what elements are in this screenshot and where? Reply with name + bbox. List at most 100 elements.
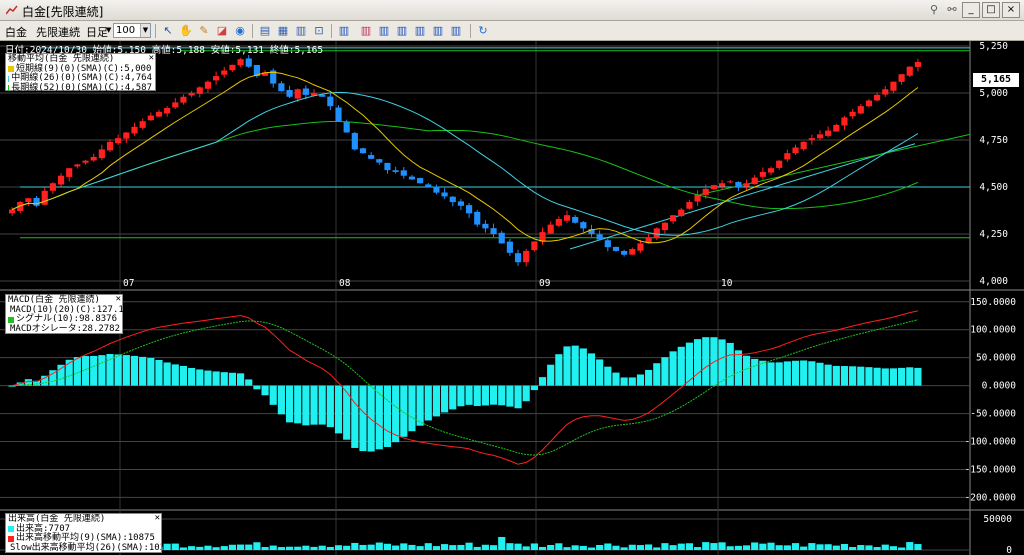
macd-osc-bar [310,385,318,425]
close-icon[interactable]: ✕ [115,294,121,304]
volume-bar [579,545,587,550]
ma-mid-line [11,91,919,236]
window-icon[interactable]: ▤ [259,24,271,37]
candle-body [172,102,179,108]
candle-body [155,111,163,117]
scale-icon[interactable]: ▥ [295,24,307,37]
candle-body [825,130,832,136]
minimize-button[interactable]: _ [962,2,980,18]
maximize-button[interactable]: □ [982,2,1000,18]
macd-osc-bar [383,385,392,447]
candle-body [596,234,603,240]
candle-body [359,148,367,154]
macd-osc-bar [759,360,767,386]
macd-osc-bar [212,371,220,386]
macd-osc-bar [375,385,383,450]
macd-osc-bar [90,355,98,386]
volume-bar [383,543,392,550]
macd-osc-bar [400,385,408,437]
contract-menu[interactable]: 先限連続 [36,26,80,39]
pencil-icon[interactable]: ✎ [199,24,209,37]
cursor-icon[interactable]: ↖ [163,24,173,37]
close-icon[interactable]: ✕ [154,513,160,523]
bar-count-combo[interactable]: 100 ▼ [113,23,151,38]
trendline-icon[interactable]: ⊡ [314,24,324,37]
candle-body [653,228,660,239]
candle-body [816,134,824,139]
macd-osc-bar [596,359,604,386]
period-dropdown-icon[interactable]: ▼ [106,26,112,34]
close-icon[interactable]: ✕ [148,53,154,63]
macd-osc-bar [506,385,514,407]
macd-osc-bar [783,361,791,386]
bar-chart2-icon[interactable]: ▥ [360,24,372,37]
macd-osc-bar [498,385,506,406]
volume-bar [914,544,922,550]
chart-area[interactable]: 5,250 5,000 4,750 4,500 4,250 4,000 07 08 09 10 15… [0,41,1024,555]
bar-chart6-icon[interactable]: ▥ [432,24,444,37]
compass-icon[interactable]: ◉ [235,24,245,37]
volume-bar [898,547,906,550]
bar-chart4-icon[interactable]: ▥ [396,24,408,37]
candle-body [384,162,391,171]
candle-body [82,160,89,163]
macd-osc-bar [359,385,367,452]
candle-body [718,183,726,187]
candle-body [857,106,864,114]
bar-chart3-icon[interactable]: ▥ [378,24,390,37]
candle-body [319,94,326,97]
volume-bar [220,546,228,550]
bar-chart7-icon[interactable]: ▥ [450,24,462,37]
volume-bar [726,546,734,550]
volume-bar [408,544,416,550]
eraser-icon[interactable]: ◪ [216,24,228,37]
volume-bar [530,543,538,550]
candle-body [531,241,538,251]
volume-legend-title: 出来高(白金 先限連続) [8,514,106,524]
chart-canvas[interactable]: 5,250 5,000 4,750 4,500 4,250 4,000 07 08 09 10 15… [0,41,1024,555]
pin-icon[interactable]: ⚲ [929,3,939,16]
macd-osc-bar [179,365,188,386]
candle-body [188,93,195,96]
close-button[interactable]: × [1002,2,1020,18]
ma-short-label: 短期線(9)(0)(SMA)(C):5,000 [16,63,152,74]
volume-ma-label: 出来高移動平均(9)(SMA):10875 [16,533,155,543]
ma-mid-label: 中期線(26)(0)(SMA)(C):4,764 [11,73,152,83]
link-icon[interactable]: ⚯ [947,3,957,16]
refresh-icon[interactable]: ↻ [478,24,488,37]
price-scale-label: 5,250 [979,41,1008,52]
hand-icon[interactable]: ✋ [179,24,193,37]
candle-body [221,70,228,75]
candle-body [343,122,350,133]
candle-body [735,182,742,187]
fullwindow-icon[interactable]: ▦ [277,24,289,37]
macd-osc-bar [408,385,416,432]
macd-osc-bar [343,385,351,440]
macd-osc-bar [645,369,653,386]
volume-bar [612,545,620,550]
volume-bar [302,545,310,550]
bar-chart-icon[interactable]: ▥ [338,24,350,37]
candle-body [294,89,301,99]
volume-slow-ma-label: Slow出来高移動平均(26)(SMA):10335 [10,542,162,553]
chevron-down-icon[interactable]: ▼ [140,24,150,37]
macd-osc-bar [702,337,710,386]
candle-body [792,147,799,154]
candle-body [115,138,122,144]
candle-body [204,81,212,89]
candle-body [229,64,236,71]
candle-body [539,232,546,242]
period-menu[interactable]: 日足 [86,26,108,39]
candle-body [400,170,407,176]
macd-osc-bar [8,385,16,387]
macd-osc-bar [285,385,294,423]
macd-osc-bar [620,377,628,386]
volume-bar [457,544,465,550]
bar-chart5-icon[interactable]: ▥ [414,24,426,37]
macd-osc-bar [237,373,245,386]
macd-osc-bar [139,356,147,386]
volume-bar [840,544,849,550]
volume-bar [857,545,865,550]
symbol-menu[interactable]: 白金 [5,26,27,39]
macd-osc-bar [122,355,130,386]
